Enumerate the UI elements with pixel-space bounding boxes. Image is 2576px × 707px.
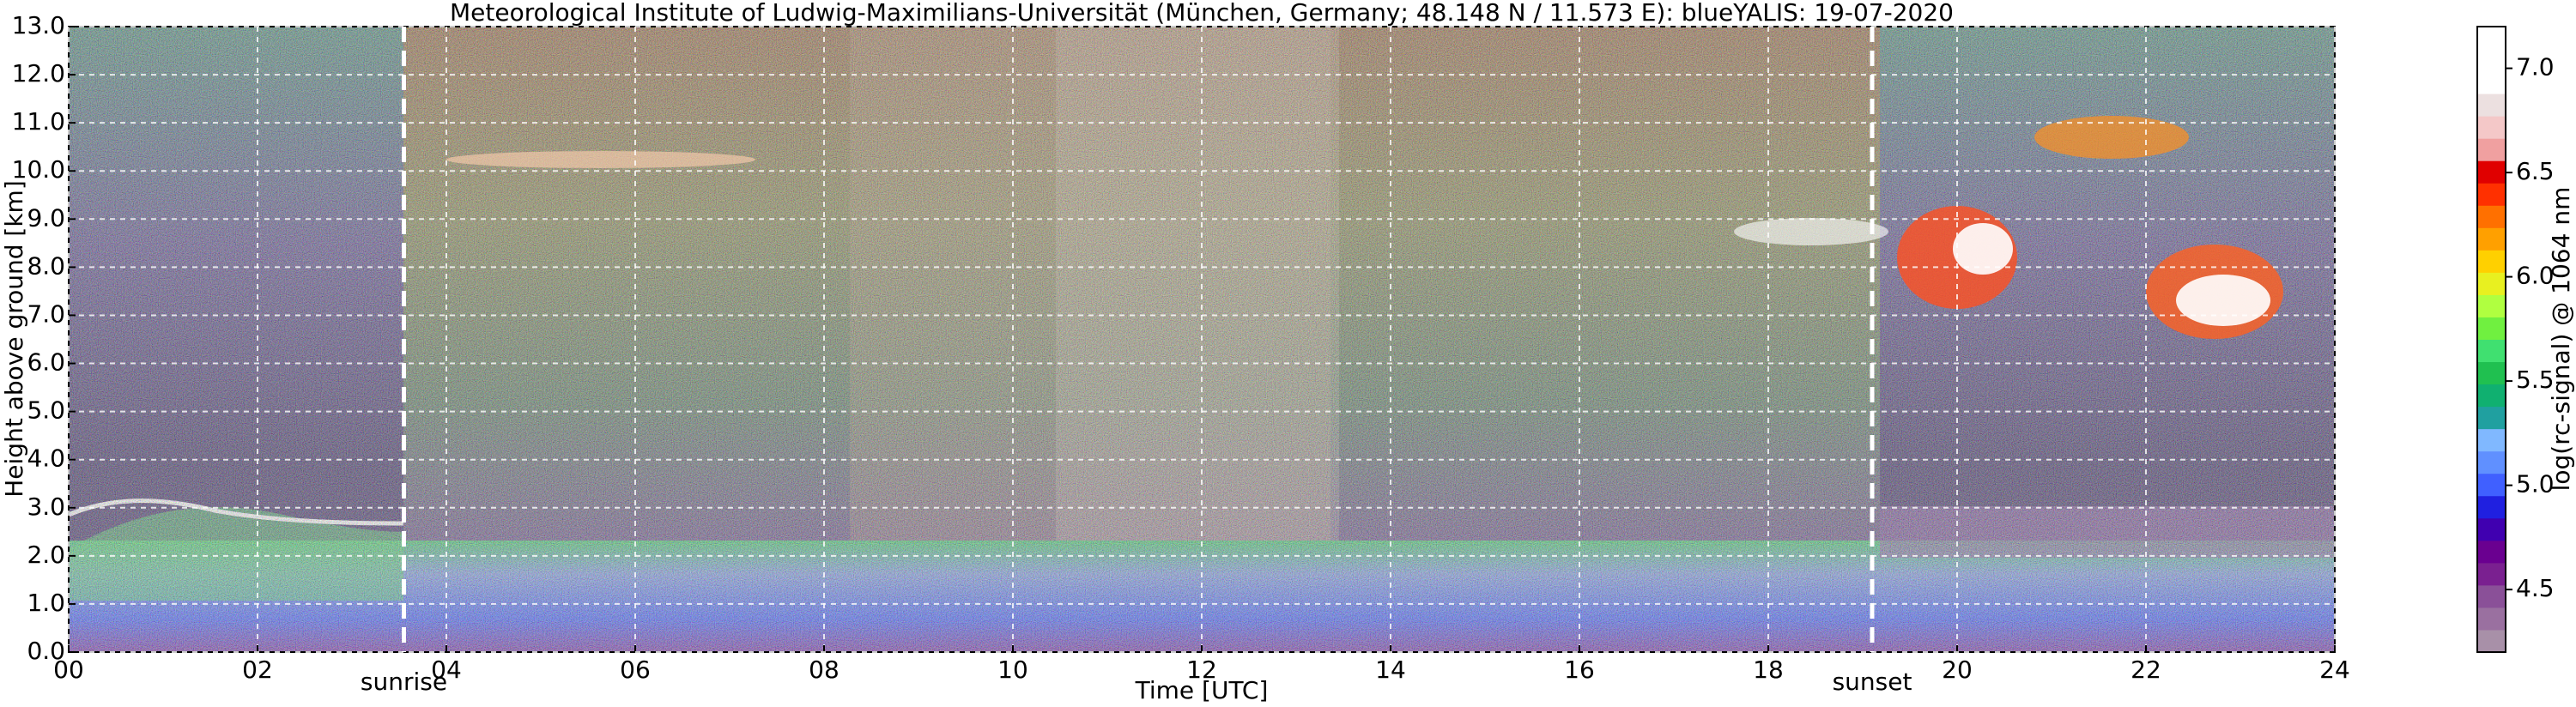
x-tick-label: 02 (242, 656, 273, 684)
colorbar-tick-label: 7.0 (2516, 53, 2555, 82)
colorbar-segment (2477, 562, 2506, 586)
colorbar-segment (2477, 49, 2506, 72)
x-tick-label: 06 (620, 656, 651, 684)
y-tick-label: 1.0 (27, 589, 65, 617)
y-tick-label: 2.0 (27, 541, 65, 569)
colorbar-tick-label: 4.5 (2516, 574, 2555, 602)
colorbar-segment (2477, 294, 2506, 317)
colorbar-segment (2477, 227, 2506, 251)
colorbar-segment (2477, 473, 2506, 497)
colorbar-segment (2477, 94, 2506, 117)
y-tick-label: 6.0 (27, 348, 65, 377)
colorbar-segment (2477, 272, 2506, 295)
x-tick-label: 12 (1186, 656, 1217, 684)
x-tick-label: 24 (2319, 656, 2350, 684)
x-tick-label: 10 (997, 656, 1028, 684)
colorbar-tick-label: 6.5 (2516, 157, 2555, 185)
x-tick-label: 00 (53, 656, 84, 684)
colorbar-segment (2477, 339, 2506, 363)
colorbar-tick-label: 5.0 (2516, 470, 2555, 499)
colorbar-segment (2477, 584, 2506, 608)
colorbar-segment (2477, 450, 2506, 474)
colorbar-segment (2477, 183, 2506, 206)
x-axis-label: Time [UTC] (1135, 676, 1269, 704)
colorbar-segment (2477, 138, 2506, 161)
annotation-label: sunset (1833, 668, 1912, 696)
x-tick-label: 14 (1375, 656, 1406, 684)
colorbar-segment (2477, 384, 2506, 408)
colorbar-segment (2477, 495, 2506, 519)
x-tick-label: 04 (431, 656, 462, 684)
colorbar-segment (2477, 406, 2506, 430)
colorbar-segment (2477, 607, 2506, 631)
y-axis-label: Height above ground [km] (0, 180, 28, 498)
y-tick-label: 12.0 (12, 59, 65, 88)
y-tick-label: 7.0 (27, 299, 65, 328)
colorbar-segment (2477, 629, 2506, 653)
y-tick-label: 3.0 (27, 492, 65, 521)
annotation-label: sunrise (361, 668, 447, 696)
x-tick-label: 22 (2131, 656, 2161, 684)
y-tick-label: 5.0 (27, 396, 65, 425)
y-tick-label: 9.0 (27, 203, 65, 232)
y-tick-label: 0.0 (27, 637, 65, 665)
colorbar-tick-label: 6.0 (2516, 262, 2555, 290)
colorbar-segment (2477, 517, 2506, 541)
colorbar-segment (2477, 205, 2506, 228)
y-tick-label: 13.0 (12, 11, 65, 39)
colorbar-label: log(rc-signal) @ 1064 nm (2547, 187, 2575, 492)
chart-title: Meteorological Institute of Ludwig-Maxim… (450, 0, 1954, 27)
colorbar-segment (2477, 361, 2506, 385)
y-tick-label: 4.0 (27, 444, 65, 473)
y-tick-label: 8.0 (27, 251, 65, 280)
x-tick-label: 18 (1753, 656, 1784, 684)
colorbar-frame (2476, 26, 2506, 653)
colorbar-tick-label: 5.5 (2516, 366, 2555, 394)
x-tick-label: 20 (1942, 656, 1973, 684)
x-tick-label: 16 (1564, 656, 1595, 684)
colorbar-segment (2477, 428, 2506, 452)
colorbar-segment (2477, 317, 2506, 340)
colorbar-segment (2477, 71, 2506, 94)
colorbar-segment (2477, 250, 2506, 273)
colorbar-segment (2477, 160, 2506, 184)
colorbar-segment (2477, 116, 2506, 139)
colorbar-segment (2477, 540, 2506, 564)
colorbar-segment (2477, 27, 2506, 50)
y-tick-label: 10.0 (12, 155, 65, 184)
y-tick-label: 11.0 (12, 107, 65, 136)
x-tick-label: 08 (809, 656, 839, 684)
